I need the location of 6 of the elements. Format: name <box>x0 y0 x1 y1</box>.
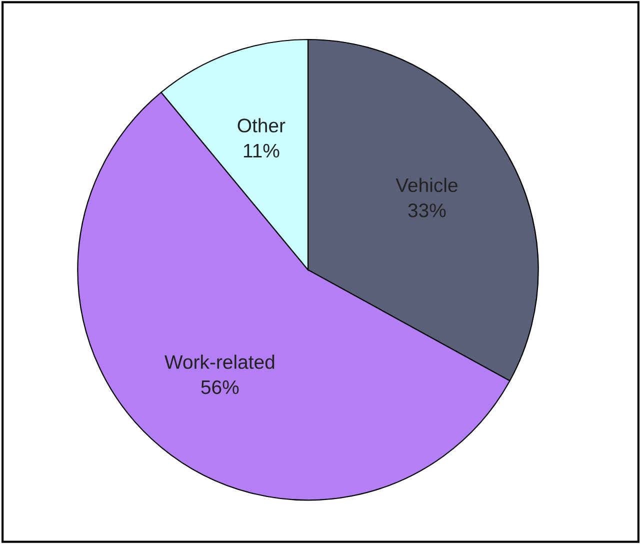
slice-label: Other <box>238 118 286 132</box>
data-label: 11% <box>244 144 280 158</box>
slice-label: Work-related <box>164 354 274 369</box>
slice-label: Vehicle <box>396 178 458 192</box>
data-label: 56% <box>201 380 239 394</box>
data-label: 33% <box>408 204 446 218</box>
